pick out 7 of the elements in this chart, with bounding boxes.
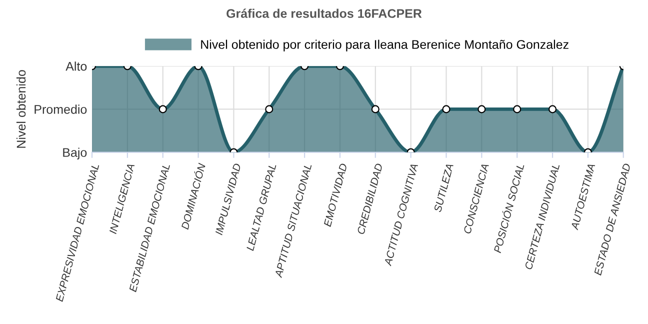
text: Alto <box>66 62 87 71</box>
chart-title: Gráfica de resultados 16FACPER <box>226 8 422 18</box>
text: Promedio <box>34 104 87 114</box>
y-axis-title: Nivel obtenido <box>16 70 26 148</box>
legend-label: Nivel obtenido por criterio para Ileana Berenice Montaño Gonzalez <box>201 40 568 52</box>
x-tick-label: LEALTAD GRUPAL <box>246 163 276 252</box>
text: Bajo <box>63 148 87 160</box>
